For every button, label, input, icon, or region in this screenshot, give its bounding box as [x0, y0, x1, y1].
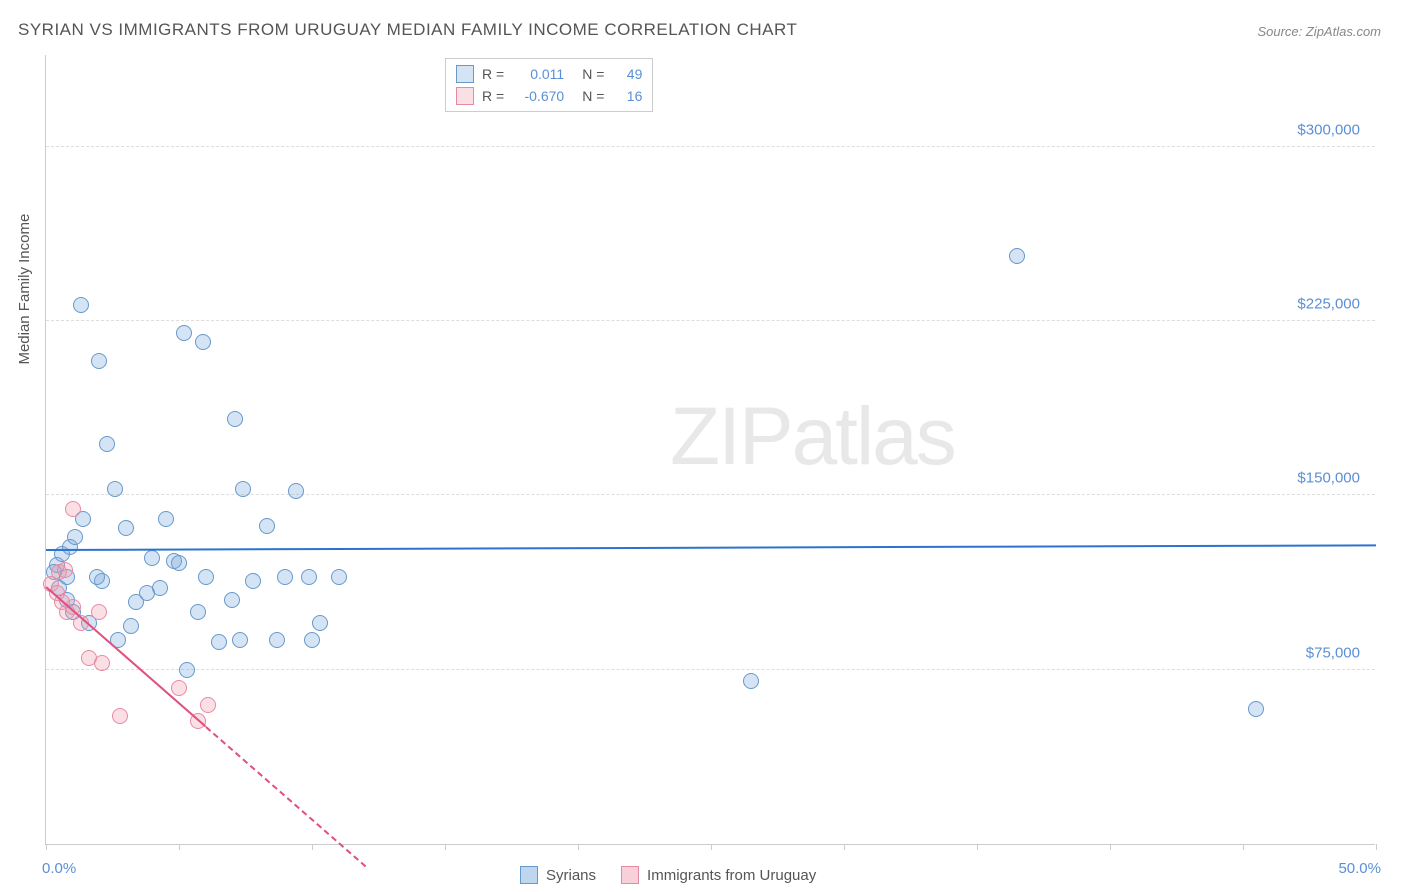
n-label: N = [582, 88, 604, 104]
x-tick [179, 844, 180, 850]
scatter-chart: $75,000 $150,000 $225,000 $300,000 [45, 55, 1375, 845]
data-point [190, 604, 206, 620]
x-tick [844, 844, 845, 850]
x-tick [578, 844, 579, 850]
data-point [67, 529, 83, 545]
data-point [277, 569, 293, 585]
trend-line [205, 726, 366, 867]
data-point [73, 297, 89, 313]
n-label: N = [582, 66, 604, 82]
x-tick [445, 844, 446, 850]
data-point [198, 569, 214, 585]
data-point [224, 592, 240, 608]
x-axis-end-label: 50.0% [1338, 860, 1381, 877]
data-point [91, 604, 107, 620]
data-point [171, 555, 187, 571]
data-point [1248, 701, 1264, 717]
data-point [176, 325, 192, 341]
data-point [743, 673, 759, 689]
r-value: -0.670 [512, 88, 564, 104]
legend-swatch [456, 87, 474, 105]
trend-line [46, 545, 1376, 552]
r-label: R = [482, 88, 504, 104]
data-point [57, 562, 73, 578]
chart-title: SYRIAN VS IMMIGRANTS FROM URUGUAY MEDIAN… [18, 20, 797, 40]
gridline [46, 146, 1375, 147]
y-tick-label: $300,000 [1297, 121, 1360, 138]
legend-row: R = -0.670 N = 16 [456, 85, 642, 107]
data-point [179, 662, 195, 678]
data-point [304, 632, 320, 648]
data-point [112, 708, 128, 724]
legend-swatch [456, 65, 474, 83]
legend-item: Syrians [520, 866, 596, 884]
x-tick [977, 844, 978, 850]
data-point [259, 518, 275, 534]
data-point [288, 483, 304, 499]
data-point [99, 436, 115, 452]
data-point [200, 697, 216, 713]
y-tick-label: $75,000 [1306, 644, 1360, 661]
data-point [152, 580, 168, 596]
y-tick-label: $225,000 [1297, 296, 1360, 313]
legend-swatch [520, 866, 538, 884]
data-point [107, 481, 123, 497]
correlation-legend: R = 0.011 N = 49 R = -0.670 N = 16 [445, 58, 653, 112]
legend-swatch [621, 866, 639, 884]
data-point [301, 569, 317, 585]
x-tick [312, 844, 313, 850]
n-value: 49 [612, 66, 642, 82]
n-value: 16 [612, 88, 642, 104]
legend-row: R = 0.011 N = 49 [456, 63, 642, 85]
data-point [232, 632, 248, 648]
data-point [331, 569, 347, 585]
data-point [65, 501, 81, 517]
data-point [269, 632, 285, 648]
x-tick [1243, 844, 1244, 850]
data-point [123, 618, 139, 634]
x-tick [1376, 844, 1377, 850]
x-tick [711, 844, 712, 850]
data-point [227, 411, 243, 427]
data-point [94, 655, 110, 671]
gridline [46, 320, 1375, 321]
y-tick-label: $150,000 [1297, 470, 1360, 487]
data-point [89, 569, 105, 585]
data-point [211, 634, 227, 650]
x-tick [1110, 844, 1111, 850]
x-tick [46, 844, 47, 850]
data-point [158, 511, 174, 527]
legend-label: Immigrants from Uruguay [647, 867, 816, 884]
data-point [1009, 248, 1025, 264]
data-point [245, 573, 261, 589]
data-point [91, 353, 107, 369]
legend-label: Syrians [546, 867, 596, 884]
r-label: R = [482, 66, 504, 82]
data-point [195, 334, 211, 350]
legend-item: Immigrants from Uruguay [621, 866, 816, 884]
gridline [46, 669, 1375, 670]
y-axis-label: Median Family Income [16, 214, 33, 365]
x-axis-start-label: 0.0% [42, 860, 76, 877]
data-point [235, 481, 251, 497]
series-legend: Syrians Immigrants from Uruguay [520, 866, 816, 884]
data-point [312, 615, 328, 631]
data-point [144, 550, 160, 566]
source-attribution: Source: ZipAtlas.com [1257, 24, 1381, 39]
data-point [118, 520, 134, 536]
data-point [171, 680, 187, 696]
r-value: 0.011 [512, 66, 564, 82]
trend-line [45, 587, 206, 728]
